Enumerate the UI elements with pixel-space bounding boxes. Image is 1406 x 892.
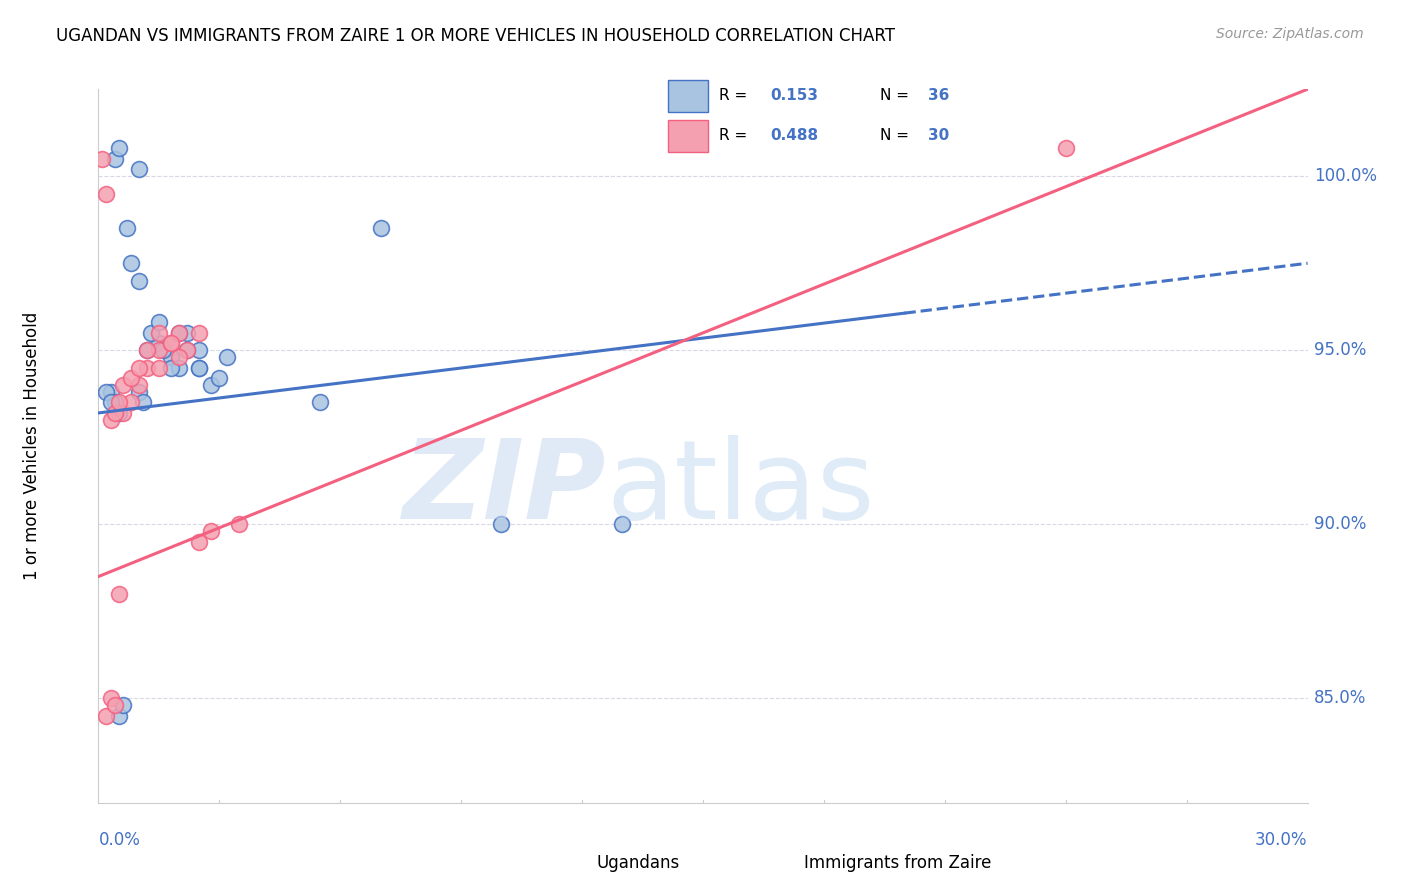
Text: 30: 30 [928, 128, 949, 143]
Text: 95.0%: 95.0% [1313, 342, 1367, 359]
Point [160, 336, 183, 351]
Point [228, 517, 250, 532]
Point [107, 141, 129, 155]
Point [176, 343, 198, 358]
Point [148, 315, 170, 329]
Point [128, 274, 150, 288]
Point [120, 371, 142, 385]
Point [309, 395, 332, 409]
Point [100, 385, 122, 400]
Point [135, 343, 157, 358]
Text: Immigrants from Zaire: Immigrants from Zaire [804, 854, 991, 871]
Text: 90.0%: 90.0% [1313, 516, 1367, 533]
Point [160, 350, 183, 364]
Point [91, 152, 114, 166]
Point [100, 691, 122, 706]
Point [167, 326, 190, 340]
Text: 1 or more Vehicles in Household: 1 or more Vehicles in Household [22, 312, 41, 580]
Point [103, 395, 125, 409]
Point [176, 343, 198, 358]
Point [188, 534, 211, 549]
Point [96, 186, 118, 201]
Point [96, 708, 118, 723]
Point [96, 385, 118, 400]
Point [176, 326, 198, 340]
Text: UGANDAN VS IMMIGRANTS FROM ZAIRE 1 OR MORE VEHICLES IN HOUSEHOLD CORRELATION CHA: UGANDAN VS IMMIGRANTS FROM ZAIRE 1 OR MO… [56, 27, 896, 45]
Point [188, 360, 211, 375]
Point [491, 517, 513, 532]
Point [612, 517, 634, 532]
Point [132, 395, 155, 409]
Point [107, 708, 129, 723]
Point [115, 221, 138, 235]
Point [217, 350, 239, 364]
Text: 100.0%: 100.0% [1313, 167, 1376, 186]
Point [128, 378, 150, 392]
Text: 36: 36 [928, 88, 949, 103]
Point [107, 406, 129, 420]
Point [100, 413, 122, 427]
Text: R =: R = [720, 128, 752, 143]
Point [148, 343, 170, 358]
Point [128, 385, 150, 400]
Point [120, 395, 142, 409]
Text: ZIP: ZIP [402, 435, 606, 542]
Text: R =: R = [720, 88, 752, 103]
Point [148, 336, 170, 351]
Point [111, 698, 134, 713]
Point [111, 406, 134, 420]
Text: atlas: atlas [606, 435, 875, 542]
Text: 30.0%: 30.0% [1256, 831, 1308, 849]
Point [107, 395, 129, 409]
Text: N =: N = [880, 88, 914, 103]
Point [111, 378, 134, 392]
Point [160, 360, 183, 375]
Point [167, 360, 190, 375]
Point [107, 587, 129, 601]
Point [200, 378, 222, 392]
FancyBboxPatch shape [668, 120, 709, 152]
Point [208, 371, 231, 385]
Text: 0.488: 0.488 [770, 128, 818, 143]
Text: 0.0%: 0.0% [98, 831, 141, 849]
Point [148, 326, 170, 340]
Point [103, 698, 125, 713]
Text: 0.153: 0.153 [770, 88, 818, 103]
Point [188, 360, 211, 375]
Point [139, 326, 162, 340]
Point [200, 524, 222, 539]
Point [167, 326, 190, 340]
Point [160, 336, 183, 351]
Point [188, 326, 211, 340]
Point [120, 256, 142, 270]
Point [1054, 141, 1077, 155]
FancyBboxPatch shape [668, 80, 709, 112]
Point [103, 152, 125, 166]
Point [152, 343, 174, 358]
Text: Source: ZipAtlas.com: Source: ZipAtlas.com [1216, 27, 1364, 41]
Point [167, 350, 190, 364]
Point [100, 395, 122, 409]
Point [128, 360, 150, 375]
Point [370, 221, 392, 235]
Text: N =: N = [880, 128, 914, 143]
Text: 85.0%: 85.0% [1313, 690, 1367, 707]
Point [103, 406, 125, 420]
Point [128, 162, 150, 177]
Point [135, 343, 157, 358]
Point [148, 360, 170, 375]
Point [188, 343, 211, 358]
Point [135, 360, 157, 375]
Text: Ugandans: Ugandans [596, 854, 679, 871]
